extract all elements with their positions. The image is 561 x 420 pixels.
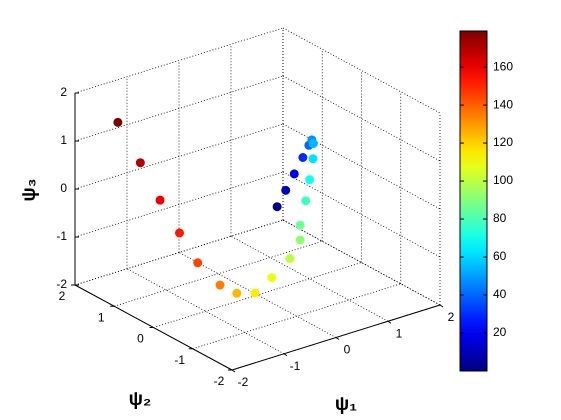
colorbar-tick-label: 20 bbox=[493, 325, 507, 339]
tick-mark bbox=[335, 337, 340, 340]
y-tick-label: 0 bbox=[137, 332, 144, 346]
point bbox=[289, 169, 299, 179]
grid-line bbox=[114, 240, 323, 307]
tick-mark bbox=[283, 353, 288, 357]
grid-line bbox=[74, 171, 284, 238]
point bbox=[215, 280, 225, 290]
grid-line bbox=[74, 219, 284, 286]
point bbox=[135, 158, 145, 168]
point bbox=[281, 185, 291, 195]
point bbox=[232, 288, 242, 298]
grid-line bbox=[192, 283, 401, 350]
tick-mark bbox=[387, 320, 392, 324]
point bbox=[272, 202, 282, 212]
point bbox=[305, 175, 315, 185]
point bbox=[298, 153, 308, 162]
z-tick-label: 0 bbox=[60, 181, 67, 195]
y-tick-label: 2 bbox=[59, 289, 66, 303]
point bbox=[301, 196, 311, 206]
x-tick-label: 2 bbox=[448, 310, 455, 324]
grid-line bbox=[74, 27, 284, 94]
point bbox=[250, 288, 260, 298]
z-tick-label: 2 bbox=[60, 85, 67, 99]
x-tick-label: 1 bbox=[396, 326, 403, 340]
colorbar-tick-label: 60 bbox=[493, 249, 507, 263]
z-axis-label: ψ₃ bbox=[19, 178, 40, 201]
colorbar-tick-label: 80 bbox=[493, 211, 507, 225]
point bbox=[295, 220, 305, 230]
y-tick-label: -1 bbox=[174, 353, 185, 367]
tick-mark bbox=[439, 304, 444, 308]
point bbox=[155, 195, 165, 205]
point bbox=[308, 139, 318, 149]
x-tick-label: -2 bbox=[238, 375, 249, 389]
point bbox=[267, 273, 277, 283]
y-tick-label: -2 bbox=[214, 374, 225, 388]
colorbar-tick-label: 160 bbox=[493, 59, 513, 73]
colorbar-tick-label: 120 bbox=[493, 135, 513, 149]
x-tick-label: -1 bbox=[290, 359, 301, 373]
colorbar-tick-label: 100 bbox=[493, 173, 513, 187]
z-tick-label: -1 bbox=[56, 229, 67, 243]
x-tick-label: 0 bbox=[344, 343, 351, 357]
point bbox=[193, 258, 203, 268]
y-axis-label: ψ₂ bbox=[129, 389, 152, 410]
point bbox=[308, 154, 318, 164]
colorbar bbox=[459, 30, 488, 372]
grid-line bbox=[74, 75, 284, 142]
point bbox=[175, 228, 184, 238]
point bbox=[113, 117, 123, 127]
point bbox=[285, 254, 295, 264]
grid-line bbox=[74, 123, 284, 190]
y-tick-label: 1 bbox=[98, 310, 105, 324]
x-axis-label: ψ₁ bbox=[335, 394, 357, 415]
colorbar-tick-label: 40 bbox=[493, 287, 507, 301]
z-tick-label: 1 bbox=[60, 133, 67, 147]
point bbox=[295, 235, 305, 245]
colorbar-tick-label: 140 bbox=[493, 97, 513, 111]
tick-mark bbox=[231, 369, 236, 373]
z-tick-label: -2 bbox=[56, 277, 67, 291]
